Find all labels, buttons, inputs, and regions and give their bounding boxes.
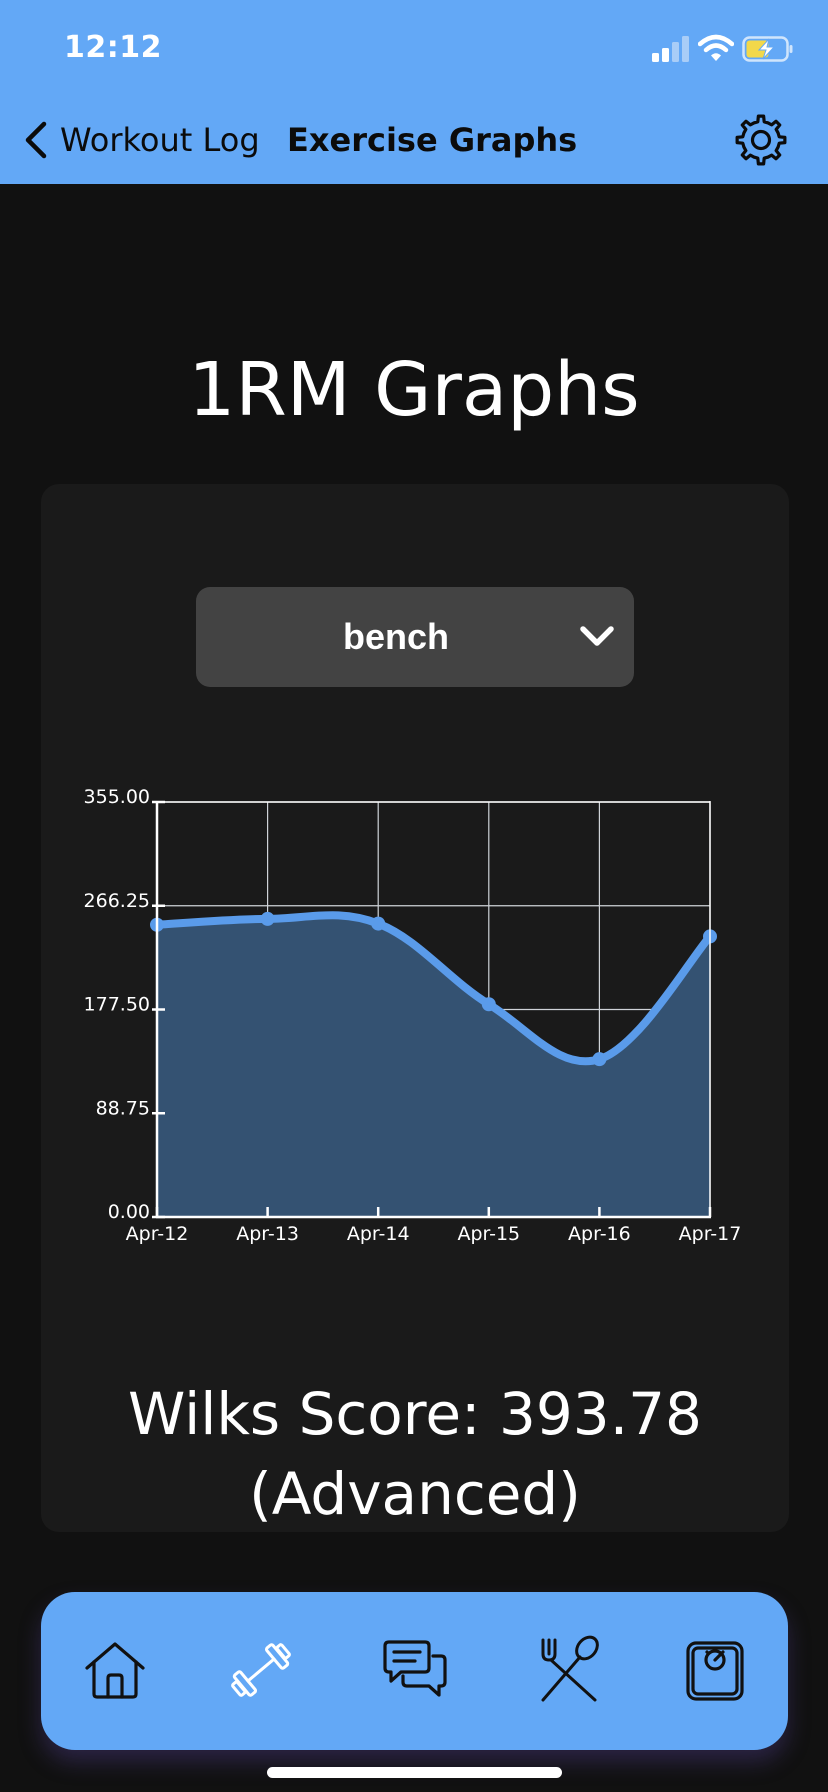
chart-axes (155, 801, 711, 1219)
x-tick-label: Apr-15 (457, 1223, 520, 1245)
tab-messages[interactable] (375, 1630, 455, 1710)
wifi-icon (698, 34, 734, 61)
x-tick-label: Apr-12 (126, 1223, 189, 1245)
wilks-score-category: (Advanced) (249, 1460, 581, 1528)
exercise-select[interactable]: bench (196, 587, 634, 687)
wilks-score-value: Wilks Score: 393.78 (128, 1380, 702, 1448)
chart-area-fill (157, 915, 710, 1217)
battery-charging-icon (742, 36, 793, 62)
y-tick-label: 177.50 (84, 994, 150, 1016)
back-button[interactable]: Workout Log (20, 110, 260, 170)
exercise-select-value: bench (342, 616, 449, 657)
x-tick-label: Apr-13 (236, 1223, 299, 1245)
page-title: 1RM Graphs (188, 347, 640, 433)
bottom-tab-bar (41, 1592, 788, 1750)
top-header: 12:12 Workout Log Exercise Graphs (0, 0, 828, 184)
chevron-left-icon (25, 121, 47, 159)
x-tick-label: Apr-17 (679, 1223, 742, 1245)
tab-workouts[interactable] (221, 1630, 301, 1710)
chevron-down-icon (580, 626, 614, 646)
chart-x-tick-labels: Apr-12 Apr-13 Apr-14 Apr-15 Apr-16 Apr-17 (126, 1207, 742, 1245)
chart-point-apr-16 (592, 1052, 607, 1067)
chat-bubbles-icon (383, 1640, 447, 1697)
fork-spoon-icon (541, 1635, 599, 1702)
page-nav-title: Exercise Graphs (287, 121, 578, 159)
navigation-bar: Workout Log Exercise Graphs (0, 110, 828, 170)
chart-point-apr-13 (260, 911, 275, 926)
x-tick-label: Apr-16 (568, 1223, 631, 1245)
y-tick-label: 0.00 (108, 1201, 150, 1223)
status-time: 12:12 (64, 30, 162, 65)
y-tick-label: 266.25 (84, 890, 150, 912)
y-tick-label: 88.75 (96, 1097, 150, 1119)
wilks-score: Wilks Score: 393.78 (Advanced) (41, 1374, 789, 1534)
one-rep-max-chart: 0.00 88.75 177.50 266.25 355.00 Apr-12 Apr-13… (84, 786, 742, 1245)
cellular-signal-icon (652, 36, 689, 62)
chart-point-apr-14 (371, 916, 386, 931)
gear-icon[interactable] (733, 112, 789, 168)
tab-home[interactable] (75, 1630, 155, 1710)
tab-nutrition[interactable] (529, 1630, 609, 1710)
home-icon (85, 1642, 145, 1699)
chart-y-tick-labels: 0.00 88.75 177.50 266.25 355.00 (84, 786, 165, 1223)
chart-point-apr-15 (481, 997, 496, 1012)
dumbbell-icon (231, 1643, 291, 1697)
tab-weight[interactable] (675, 1630, 755, 1710)
x-tick-label: Apr-14 (347, 1223, 410, 1245)
y-tick-label: 355.00 (84, 786, 150, 808)
chart-points (150, 911, 717, 1067)
home-indicator (267, 1767, 562, 1778)
back-label: Workout Log (60, 121, 260, 159)
scale-icon (686, 1641, 744, 1701)
